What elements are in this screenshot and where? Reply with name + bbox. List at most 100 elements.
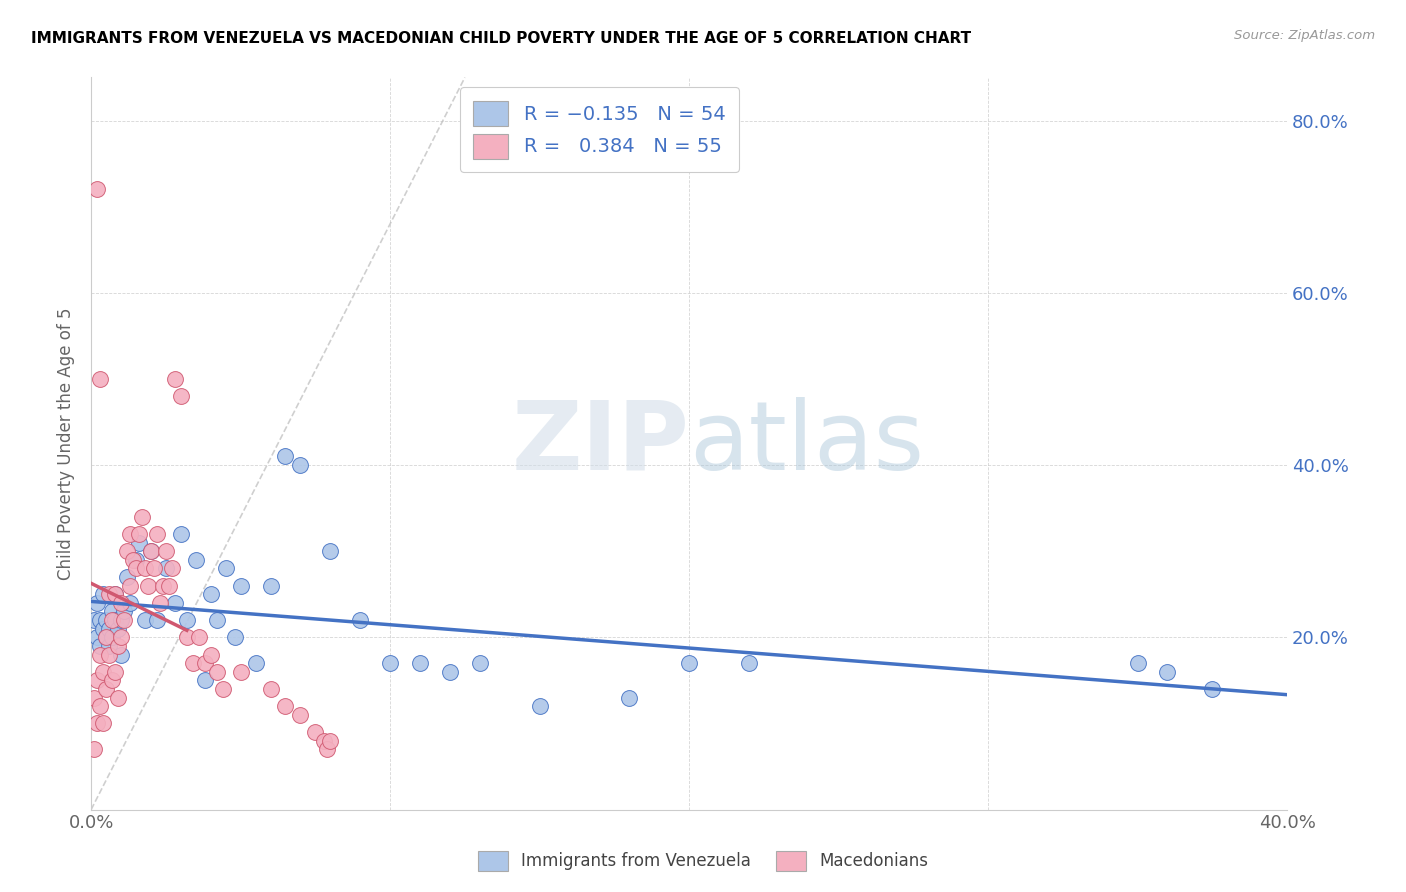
Point: [91, 665, 114, 679]
Point: [94, 630, 117, 644]
Point: [176, 630, 198, 644]
Point: [128, 535, 150, 549]
Point: [98, 648, 121, 662]
Point: [224, 630, 246, 644]
Point: [149, 596, 172, 610]
Point: [83, 690, 105, 705]
Point: [110, 596, 132, 610]
Point: [98, 587, 121, 601]
Text: IMMIGRANTS FROM VENEZUELA VS MACEDONIAN CHILD POVERTY UNDER THE AGE OF 5 CORRELA: IMMIGRANTS FROM VENEZUELA VS MACEDONIAN …: [31, 31, 972, 46]
Point: [107, 690, 129, 705]
Point: [104, 587, 127, 601]
Point: [349, 613, 371, 627]
Legend: Immigrants from Venezuela, Macedonians: Immigrants from Venezuela, Macedonians: [470, 842, 936, 880]
Point: [205, 613, 228, 627]
Point: [1201, 681, 1223, 696]
Point: [152, 579, 174, 593]
Point: [160, 561, 183, 575]
Point: [86, 673, 108, 688]
Point: [146, 527, 169, 541]
Point: [86, 716, 108, 731]
Point: [187, 630, 209, 644]
Point: [104, 613, 127, 627]
Point: [139, 544, 162, 558]
Point: [155, 544, 177, 558]
Point: [134, 613, 156, 627]
Point: [176, 613, 198, 627]
Point: [101, 630, 124, 644]
Point: [200, 587, 222, 601]
Point: [205, 665, 228, 679]
Point: [259, 579, 281, 593]
Point: [181, 656, 204, 670]
Point: [157, 579, 180, 593]
Point: [94, 630, 117, 644]
Point: [314, 733, 336, 747]
Point: [89, 372, 111, 386]
Point: [194, 673, 217, 688]
Text: atlas: atlas: [689, 397, 924, 490]
Point: [89, 639, 111, 653]
Point: [245, 656, 267, 670]
Point: [101, 604, 124, 618]
Point: [142, 561, 165, 575]
Point: [110, 613, 132, 627]
Point: [91, 716, 114, 731]
Point: [304, 725, 326, 739]
Point: [98, 639, 121, 653]
Point: [163, 596, 186, 610]
Point: [122, 553, 145, 567]
Point: [259, 681, 281, 696]
Point: [146, 613, 169, 627]
Point: [529, 699, 551, 714]
Point: [170, 527, 193, 541]
Point: [98, 622, 121, 636]
Legend: R = −0.135   N = 54, R =   0.384   N = 55: R = −0.135 N = 54, R = 0.384 N = 55: [460, 87, 740, 172]
Point: [229, 579, 252, 593]
Point: [619, 690, 641, 705]
Point: [94, 681, 117, 696]
Point: [215, 561, 238, 575]
Point: [170, 389, 193, 403]
Point: [91, 587, 114, 601]
Point: [134, 561, 156, 575]
Point: [319, 733, 342, 747]
Point: [131, 509, 153, 524]
Point: [128, 527, 150, 541]
Point: [104, 665, 127, 679]
Point: [274, 450, 297, 464]
Point: [83, 742, 105, 756]
Point: [139, 544, 162, 558]
Point: [468, 656, 491, 670]
Text: ZIP: ZIP: [512, 397, 689, 490]
Point: [125, 561, 148, 575]
Point: [107, 622, 129, 636]
Y-axis label: Child Poverty Under the Age of 5: Child Poverty Under the Age of 5: [58, 307, 75, 580]
Point: [319, 544, 342, 558]
Point: [125, 553, 148, 567]
Point: [110, 648, 132, 662]
Point: [89, 648, 111, 662]
Point: [112, 613, 135, 627]
Point: [86, 596, 108, 610]
Point: [194, 656, 217, 670]
Point: [409, 656, 432, 670]
Point: [94, 613, 117, 627]
Point: [118, 579, 141, 593]
Point: [229, 665, 252, 679]
Point: [89, 613, 111, 627]
Point: [110, 630, 132, 644]
Point: [115, 544, 138, 558]
Point: [101, 613, 124, 627]
Point: [439, 665, 461, 679]
Point: [1126, 656, 1149, 670]
Point: [118, 527, 141, 541]
Point: [89, 699, 111, 714]
Point: [290, 707, 312, 722]
Point: [200, 648, 222, 662]
Point: [738, 656, 761, 670]
Point: [155, 561, 177, 575]
Point: [101, 673, 124, 688]
Point: [118, 596, 141, 610]
Point: [115, 570, 138, 584]
